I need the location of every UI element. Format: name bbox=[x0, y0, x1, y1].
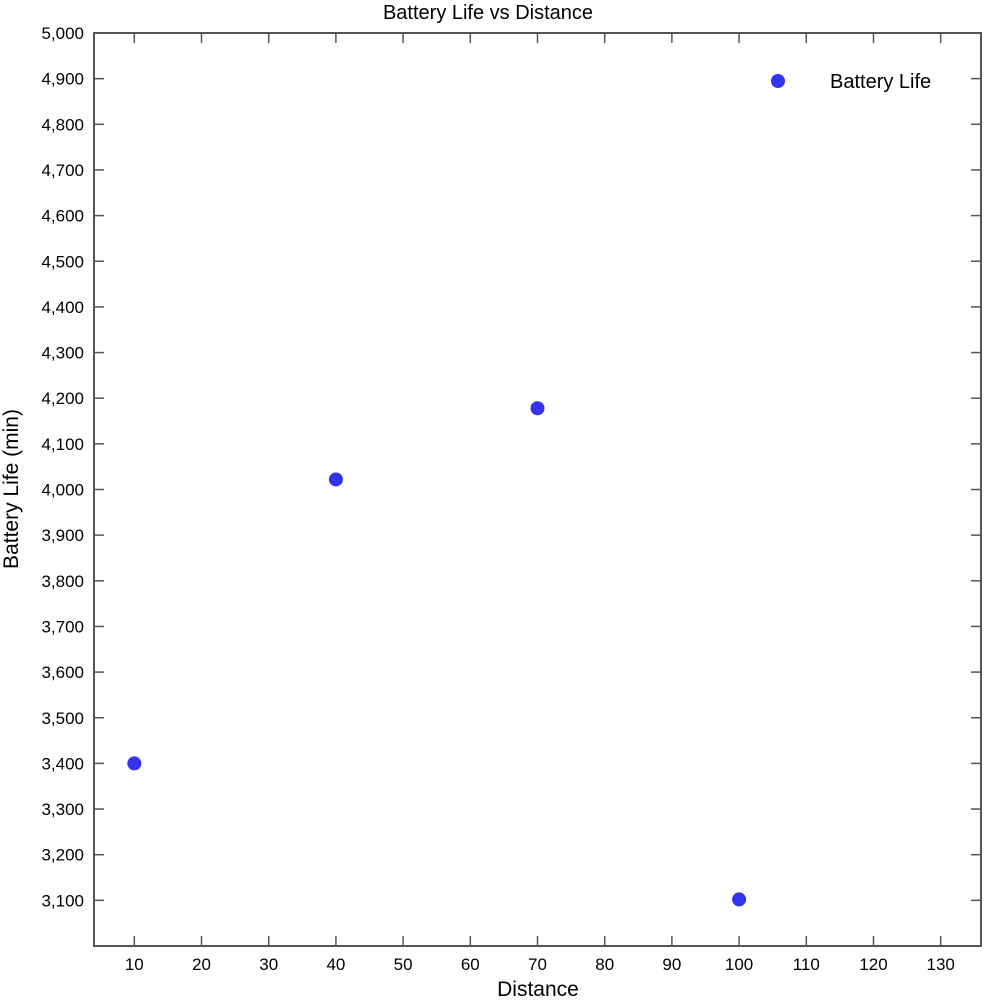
x-tick-label: 40 bbox=[326, 955, 345, 974]
y-tick-label: 4,700 bbox=[41, 161, 84, 180]
y-tick-label: 4,900 bbox=[41, 70, 84, 89]
y-tick-label: 3,400 bbox=[41, 754, 84, 773]
y-tick-label: 3,500 bbox=[41, 709, 84, 728]
y-tick-label: 4,500 bbox=[41, 252, 84, 271]
y-tick-label: 3,900 bbox=[41, 526, 84, 545]
y-tick-label: 3,700 bbox=[41, 617, 84, 636]
data-point bbox=[732, 892, 747, 907]
legend-label: Battery Life bbox=[830, 71, 931, 93]
plot-area-frame bbox=[93, 32, 982, 947]
x-tick-label: 20 bbox=[192, 955, 211, 974]
y-tick-label: 4,200 bbox=[41, 389, 84, 408]
x-tick-label: 60 bbox=[461, 955, 480, 974]
x-tick-label: 90 bbox=[662, 955, 681, 974]
y-tick-label: 3,100 bbox=[41, 891, 84, 910]
y-tick-label: 3,800 bbox=[41, 572, 84, 591]
x-tick-label: 80 bbox=[595, 955, 614, 974]
x-tick-label: 30 bbox=[259, 955, 278, 974]
y-tick-label: 4,300 bbox=[41, 344, 84, 363]
legend: Battery Life bbox=[771, 71, 931, 93]
y-axis: 3,100 3,200 3,300 3,400 3,500 3,600 3,700 3,800… bbox=[41, 24, 981, 910]
y-tick-label: 3,200 bbox=[41, 846, 84, 865]
chart-title: Battery Life vs Distance bbox=[383, 2, 593, 24]
data-points bbox=[127, 401, 747, 907]
y-tick-label: 3,600 bbox=[41, 663, 84, 682]
x-axis-title: Distance bbox=[497, 978, 579, 1000]
x-tick-label: 120 bbox=[859, 955, 887, 974]
legend-marker bbox=[771, 74, 785, 88]
x-tick-label: 50 bbox=[394, 955, 413, 974]
data-point bbox=[328, 472, 343, 487]
y-tick-label: 4,600 bbox=[41, 207, 84, 226]
y-tick-label: 4,400 bbox=[41, 298, 84, 317]
x-tick-label: 100 bbox=[725, 955, 753, 974]
x-tick-label: 110 bbox=[793, 955, 820, 974]
x-axis: 10 20 30 40 50 60 70 80 90 100 110 120 130 bbox=[125, 33, 955, 974]
data-point bbox=[530, 401, 545, 416]
data-point bbox=[127, 756, 142, 771]
x-tick-label: 130 bbox=[926, 955, 954, 974]
y-tick-label: 4,100 bbox=[41, 435, 84, 454]
y-tick-label: 4,800 bbox=[41, 115, 84, 134]
y-tick-label: 4,000 bbox=[41, 481, 84, 500]
x-tick-label: 70 bbox=[528, 955, 547, 974]
y-axis-title: Battery Life (min) bbox=[0, 409, 23, 569]
y-tick-label: 3,300 bbox=[41, 800, 84, 819]
x-tick-label: 10 bbox=[125, 955, 144, 974]
y-tick-label: 5,000 bbox=[41, 24, 84, 43]
